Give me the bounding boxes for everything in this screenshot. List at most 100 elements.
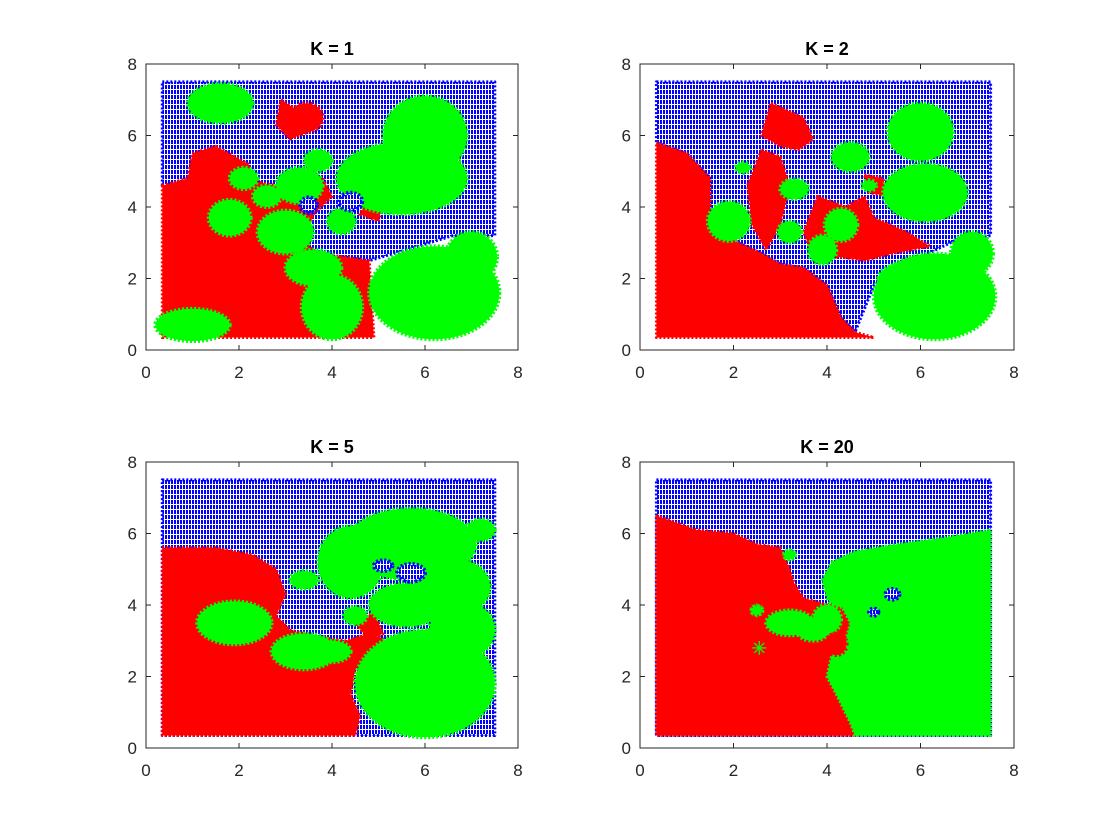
- green-region-patch: [227, 165, 260, 192]
- y-tick-label: 2: [128, 668, 137, 687]
- plot-area: [160, 478, 497, 740]
- star-marker: [752, 640, 767, 655]
- green-region-patch: [185, 81, 255, 125]
- green-region-patch: [274, 165, 325, 206]
- green-region-patch: [288, 569, 321, 591]
- y-tick-label: 8: [128, 453, 137, 472]
- y-tick-label: 6: [128, 525, 137, 544]
- subplot-k20: 0 2 4 6 8 0 2 4 6 8 K = 20: [622, 437, 1019, 780]
- green-region-patch: [443, 230, 500, 285]
- red-region-patch: [288, 101, 325, 134]
- star-marker: [782, 547, 797, 562]
- y-tick-label: 4: [128, 198, 137, 217]
- y-tick-label: 8: [622, 55, 631, 74]
- red-region: [160, 546, 390, 737]
- green-region-patch: [302, 147, 334, 174]
- green-region-patch: [881, 162, 970, 224]
- x-tick-label: 8: [1009, 761, 1018, 780]
- x-tick-label: 8: [513, 761, 522, 780]
- green-region-patch: [255, 208, 316, 256]
- green-region-patch: [825, 579, 858, 609]
- y-tick-label: 2: [622, 668, 631, 687]
- green-region-patch: [948, 230, 995, 277]
- green-region-patch: [195, 599, 274, 647]
- x-tick-label: 0: [635, 761, 644, 780]
- green-region-patch: [250, 183, 283, 209]
- y-tick-label: 8: [622, 453, 631, 472]
- subplot-title: K = 2: [805, 39, 849, 59]
- plot-area: [153, 80, 502, 344]
- red-region: [654, 514, 857, 737]
- x-tick-label: 4: [822, 363, 831, 382]
- green-region-patch: [876, 262, 928, 295]
- x-tick-label: 6: [420, 761, 429, 780]
- green-region-patch: [810, 603, 844, 636]
- blue-region-patch: [883, 586, 902, 602]
- x-tick-label: 8: [513, 363, 522, 382]
- green-region-patch: [427, 599, 497, 661]
- green-region: [820, 528, 993, 737]
- green-region-patch: [860, 178, 879, 193]
- blue-region-patch: [395, 561, 427, 584]
- x-tick-label: 6: [916, 363, 925, 382]
- y-tick-label: 4: [622, 596, 631, 615]
- green-region-patch: [705, 199, 752, 243]
- y-tick-label: 0: [622, 341, 631, 360]
- green-region-patch: [829, 140, 872, 174]
- x-tick-label: 4: [822, 761, 831, 780]
- x-tick-label: 2: [729, 761, 738, 780]
- x-tick-label: 4: [327, 363, 336, 382]
- y-tick-label: 2: [128, 270, 137, 289]
- plot-area: [654, 478, 993, 737]
- subplot-k2: 0 2 4 6 8 0 2 4 6 8 K = 2: [622, 39, 1019, 382]
- blue-region-patch: [867, 606, 881, 618]
- y-tick-label: 4: [622, 198, 631, 217]
- x-tick-label: 2: [234, 761, 243, 780]
- subplot-k5: 0 2 4 6 8 0 2 4 6 8 K = 5: [128, 437, 523, 780]
- y-tick-label: 4: [128, 596, 137, 615]
- red-region: [654, 141, 876, 339]
- x-tick-label: 0: [635, 363, 644, 382]
- x-tick-label: 8: [1009, 363, 1018, 382]
- green-region-patch: [341, 604, 369, 627]
- green-region-patch: [775, 219, 804, 245]
- green-region-patch: [806, 233, 839, 267]
- green-region-patch: [334, 140, 469, 217]
- y-tick-label: 6: [128, 127, 137, 146]
- green-region-patch: [822, 206, 860, 243]
- subplot-k1: 0 2 4 6 8 0 2 4 6 8 K = 1: [128, 39, 523, 382]
- red-region: [760, 101, 815, 152]
- green-region-patch: [206, 197, 253, 238]
- y-tick-label: 2: [622, 270, 631, 289]
- y-tick-label: 6: [622, 127, 631, 146]
- x-tick-label: 6: [420, 363, 429, 382]
- blue-region-patch: [371, 558, 395, 574]
- green-region-patch: [885, 101, 956, 163]
- plot-area: [654, 80, 998, 342]
- x-tick-label: 2: [234, 363, 243, 382]
- subplot-title: K = 20: [800, 437, 854, 457]
- green-region-patch: [464, 517, 497, 543]
- red-region-patch: [824, 631, 849, 658]
- subplot-title: K = 1: [310, 39, 354, 59]
- x-tick-label: 2: [729, 363, 738, 382]
- star-marker: [749, 603, 764, 618]
- star-marker: [845, 639, 860, 654]
- x-tick-label: 6: [916, 761, 925, 780]
- x-tick-label: 4: [327, 761, 336, 780]
- y-tick-label: 0: [128, 739, 137, 758]
- green-region-patch: [325, 206, 358, 236]
- x-tick-label: 0: [141, 761, 150, 780]
- blue-region-patch: [298, 195, 320, 216]
- green-region-patch: [153, 306, 232, 344]
- blue-region-patch: [336, 190, 365, 213]
- green-region-patch: [778, 177, 811, 202]
- green-region-patch: [299, 272, 365, 342]
- x-tick-label: 0: [141, 363, 150, 382]
- y-tick-label: 0: [128, 341, 137, 360]
- y-tick-label: 0: [622, 739, 631, 758]
- y-tick-label: 6: [622, 525, 631, 544]
- subplot-title: K = 5: [310, 437, 354, 457]
- green-region-patch: [311, 638, 353, 665]
